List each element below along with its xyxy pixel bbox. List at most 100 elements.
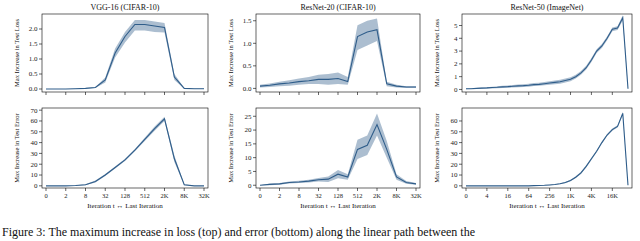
y-tick — [459, 120, 462, 121]
series-line — [466, 18, 628, 89]
x-tick-label: 32K — [198, 192, 210, 199]
panel: 0.00.51.01.5ResNet-20 (CIFAR-10)Max Incr… — [227, 3, 420, 95]
plot-frame — [256, 108, 420, 188]
y-tick-label: 0 — [454, 86, 458, 94]
plot-area — [260, 19, 416, 88]
y-tick — [459, 153, 462, 154]
x-tick — [466, 188, 467, 191]
y-tick-label: 20 — [451, 161, 459, 169]
x-tick — [507, 92, 508, 95]
y-tick — [39, 89, 42, 90]
y-tick — [253, 65, 256, 66]
y-tick — [459, 164, 462, 165]
y-tick-label: 0.0 — [29, 85, 38, 93]
y-tick — [253, 88, 256, 89]
x-tick-label: 2 — [64, 192, 67, 199]
y-tick-label: 1.5 — [29, 40, 38, 48]
x-axis-label: Iteration t ↔ Last Iteration — [509, 202, 585, 210]
y-tick — [459, 142, 462, 143]
y-tick-label: 40 — [31, 139, 39, 147]
x-tick-label: 16 — [505, 192, 512, 199]
x-tick — [318, 92, 319, 95]
plot-area — [46, 117, 204, 186]
x-tick — [528, 92, 529, 95]
x-tick — [204, 188, 205, 191]
y-tick-label: 30 — [451, 150, 459, 158]
panel: 0.00.51.01.52.0VGG-16 (CIFAR-10)Max Incr… — [13, 3, 208, 95]
y-tick-label: 3 — [454, 47, 458, 55]
y-tick — [459, 63, 462, 64]
y-tick — [39, 74, 42, 75]
x-tick — [591, 92, 592, 95]
y-tick — [459, 25, 462, 26]
y-tick — [39, 110, 42, 111]
x-tick — [486, 188, 487, 191]
x-tick — [338, 188, 339, 191]
x-tick — [164, 188, 165, 191]
y-tick — [459, 131, 462, 132]
x-tick — [65, 92, 66, 95]
panel: 01020304050600416642561K4K16KMax Increas… — [433, 108, 632, 210]
x-tick-label: 8K — [393, 192, 401, 199]
y-tick — [459, 185, 462, 186]
x-tick-label: 8K — [180, 192, 188, 199]
x-tick-label: 128 — [120, 192, 130, 199]
y-tick-label: 1 — [454, 73, 458, 81]
plot-area — [46, 20, 204, 89]
plot-area — [260, 114, 416, 186]
x-tick — [85, 188, 86, 191]
confidence-band — [466, 112, 628, 186]
x-tick-label: 4K — [587, 192, 595, 199]
y-tick — [459, 175, 462, 176]
x-tick-label: 16K — [607, 192, 619, 199]
y-tick-label: 70 — [31, 107, 39, 115]
series-line — [466, 113, 628, 185]
x-tick — [416, 92, 417, 95]
x-tick — [105, 92, 106, 95]
x-tick-label: 128 — [333, 192, 343, 199]
x-tick-label: 1K — [567, 192, 575, 199]
x-tick-label: 512 — [140, 192, 150, 199]
panel: 010203040506070028321285122K8K32KMax Inc… — [13, 107, 210, 210]
x-tick — [65, 188, 66, 191]
y-tick — [459, 76, 462, 77]
x-tick — [377, 188, 378, 191]
x-tick — [338, 92, 339, 95]
y-tick-label: 10 — [245, 154, 253, 162]
y-tick-label: 40 — [451, 139, 459, 147]
y-tick — [253, 171, 256, 172]
x-tick — [299, 188, 300, 191]
y-tick-label: 0 — [454, 182, 458, 190]
x-tick — [105, 188, 106, 191]
x-tick — [260, 92, 261, 95]
caption: Figure 3: The maximum increase in loss (… — [2, 225, 475, 239]
plot-frame — [462, 108, 632, 188]
x-tick — [357, 188, 358, 191]
y-tick-label: 0.0 — [243, 85, 252, 93]
plot-frame — [256, 14, 420, 92]
y-tick-label: 30 — [31, 150, 39, 158]
x-tick — [416, 188, 417, 191]
y-tick — [39, 175, 42, 176]
x-tick-label: 32 — [102, 192, 109, 199]
x-tick — [46, 188, 47, 191]
x-tick — [466, 92, 467, 95]
confidence-band — [46, 20, 204, 89]
plot-frame — [42, 14, 208, 92]
x-tick — [396, 92, 397, 95]
plot-frame — [462, 14, 632, 92]
x-tick — [46, 92, 47, 95]
series-line — [46, 25, 204, 90]
x-tick-label: 4 — [485, 192, 489, 199]
x-tick-label: 2K — [373, 192, 381, 199]
y-tick-label: 60 — [451, 117, 459, 125]
y-tick — [459, 38, 462, 39]
x-axis-label: Iteration t ↔ Last Iteration — [87, 202, 163, 210]
x-tick — [125, 188, 126, 191]
plot-area — [466, 15, 628, 89]
y-tick — [253, 116, 256, 117]
y-tick-label: 10 — [451, 171, 459, 179]
x-tick-label: 0 — [44, 192, 47, 199]
y-tick — [253, 143, 256, 144]
y-tick-label: 20 — [245, 126, 253, 134]
